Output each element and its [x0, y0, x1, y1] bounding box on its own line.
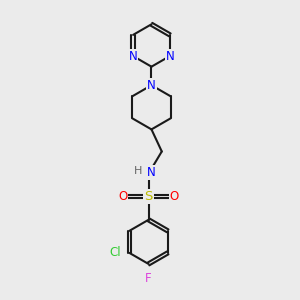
Text: O: O: [170, 190, 179, 203]
Text: N: N: [146, 166, 155, 179]
Text: S: S: [144, 190, 153, 203]
Text: N: N: [129, 50, 137, 63]
Text: N: N: [147, 79, 156, 92]
Text: O: O: [118, 190, 127, 203]
Text: H: H: [134, 166, 142, 176]
Text: Cl: Cl: [109, 246, 121, 260]
Text: F: F: [145, 272, 152, 285]
Text: N: N: [166, 50, 174, 63]
